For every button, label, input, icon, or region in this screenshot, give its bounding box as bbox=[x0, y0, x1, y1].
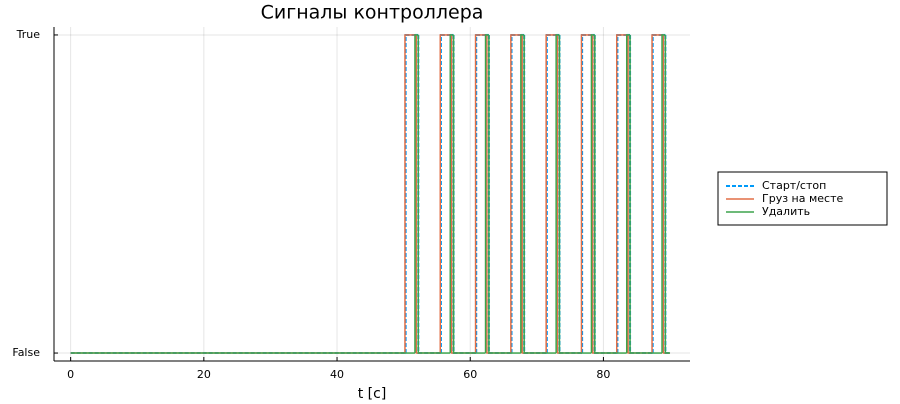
step-segment bbox=[651, 33, 663, 354]
x-tick-label: 60 bbox=[463, 368, 477, 381]
x-tick-label: 80 bbox=[596, 368, 610, 381]
step-segment bbox=[616, 33, 627, 354]
step-segment bbox=[615, 34, 618, 354]
x-tick-label: 40 bbox=[330, 368, 344, 381]
step-segment bbox=[664, 34, 671, 354]
step-segment bbox=[520, 34, 523, 354]
y-tick-label: False bbox=[12, 346, 40, 359]
legend-label: Груз на месте bbox=[762, 192, 843, 205]
step-segment bbox=[580, 34, 583, 354]
step-segment bbox=[404, 33, 415, 354]
x-axis-label: t [c] bbox=[358, 386, 387, 400]
step-segment bbox=[651, 34, 653, 354]
x-tick-label: 0 bbox=[67, 368, 74, 381]
step-segment bbox=[590, 34, 593, 354]
legend-label: Удалить bbox=[762, 205, 810, 218]
step-segment bbox=[487, 34, 511, 355]
step-segment bbox=[558, 34, 582, 355]
step-segment bbox=[545, 34, 547, 354]
step-segment bbox=[558, 34, 582, 354]
step-segment bbox=[488, 34, 511, 354]
step-segment bbox=[414, 34, 417, 354]
step-segment bbox=[581, 33, 592, 354]
step-segment bbox=[510, 34, 512, 354]
step-segment bbox=[475, 33, 486, 354]
y-tick-label: True bbox=[16, 28, 41, 41]
step-segment bbox=[629, 34, 653, 355]
step-segment bbox=[593, 34, 617, 355]
step-segment bbox=[555, 34, 558, 354]
step-segment bbox=[417, 34, 441, 354]
chart-title: Сигналы контроллера bbox=[261, 2, 484, 24]
step-segment bbox=[439, 33, 451, 354]
step-segment bbox=[523, 34, 547, 354]
step-segment bbox=[510, 33, 521, 354]
step-segment bbox=[439, 34, 442, 354]
step-segment bbox=[449, 34, 452, 354]
step-segment bbox=[484, 34, 487, 354]
step-segment bbox=[452, 34, 476, 355]
step-segment bbox=[474, 34, 477, 354]
legend-label: Старт/стоп bbox=[762, 179, 826, 192]
step-segment bbox=[417, 34, 441, 355]
step-segment bbox=[625, 34, 629, 354]
step-segment bbox=[545, 33, 557, 354]
x-tick-label: 20 bbox=[197, 368, 211, 381]
step-segment bbox=[629, 34, 653, 354]
step-segment bbox=[404, 34, 406, 354]
step-segment bbox=[594, 34, 617, 354]
step-segment bbox=[661, 34, 664, 354]
step-segment bbox=[523, 34, 547, 355]
step-segment bbox=[452, 34, 476, 354]
